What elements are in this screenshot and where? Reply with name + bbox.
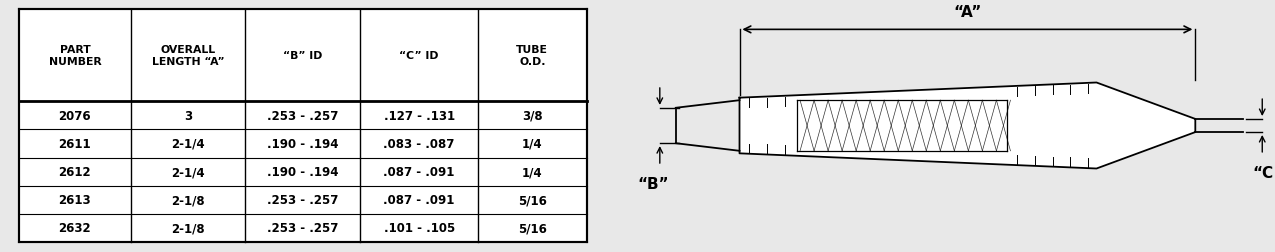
- Polygon shape: [740, 83, 1196, 169]
- Text: 5/16: 5/16: [518, 222, 547, 235]
- Text: 3/8: 3/8: [521, 109, 543, 122]
- Text: “C” ID: “C” ID: [399, 51, 439, 61]
- Text: .087 - .091: .087 - .091: [384, 194, 455, 206]
- Text: 3: 3: [184, 109, 193, 122]
- Text: .083 - .087: .083 - .087: [384, 137, 455, 150]
- Text: 5/16: 5/16: [518, 194, 547, 206]
- Text: 2611: 2611: [59, 137, 92, 150]
- Text: 1/4: 1/4: [521, 137, 543, 150]
- Text: 2-1/4: 2-1/4: [171, 137, 205, 150]
- Text: 2612: 2612: [59, 166, 92, 178]
- Text: OVERALL
LENGTH “A”: OVERALL LENGTH “A”: [152, 45, 224, 67]
- Bar: [19, 10, 586, 242]
- Text: “B”: “B”: [638, 176, 669, 191]
- Text: 1/4: 1/4: [521, 166, 543, 178]
- Text: .127 - .131: .127 - .131: [384, 109, 455, 122]
- Text: 2-1/4: 2-1/4: [171, 166, 205, 178]
- Text: “C”: “C”: [1253, 165, 1275, 180]
- Text: 2-1/8: 2-1/8: [171, 194, 205, 206]
- Text: .190 - .194: .190 - .194: [266, 166, 339, 178]
- Text: 2632: 2632: [59, 222, 92, 235]
- Text: .253 - .257: .253 - .257: [268, 109, 338, 122]
- Text: .253 - .257: .253 - .257: [268, 222, 338, 235]
- Text: .190 - .194: .190 - .194: [266, 137, 339, 150]
- Text: .101 - .105: .101 - .105: [384, 222, 455, 235]
- Text: 2-1/8: 2-1/8: [171, 222, 205, 235]
- Text: .087 - .091: .087 - .091: [384, 166, 455, 178]
- Text: 2613: 2613: [59, 194, 92, 206]
- Text: PART
NUMBER: PART NUMBER: [48, 45, 101, 67]
- Text: .253 - .257: .253 - .257: [268, 194, 338, 206]
- Text: “B” ID: “B” ID: [283, 51, 323, 61]
- Text: 2076: 2076: [59, 109, 92, 122]
- Text: TUBE
O.D.: TUBE O.D.: [516, 45, 548, 67]
- Text: “A”: “A”: [954, 5, 982, 20]
